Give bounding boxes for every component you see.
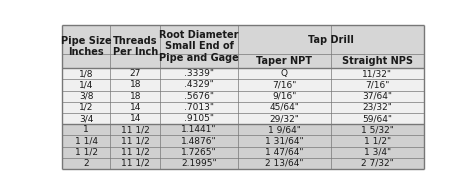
Text: .4329": .4329"	[184, 80, 214, 89]
Bar	[62, 68, 424, 79]
Text: 18: 18	[129, 80, 141, 89]
Text: 1.7265": 1.7265"	[181, 148, 217, 157]
Text: 2: 2	[83, 159, 89, 168]
Text: 3/8: 3/8	[79, 92, 93, 101]
Text: 3/4: 3/4	[79, 114, 93, 123]
Bar	[62, 147, 424, 158]
Text: 2.1995": 2.1995"	[181, 159, 217, 168]
Text: Taper NPT: Taper NPT	[256, 56, 312, 66]
Text: 2 13/64": 2 13/64"	[265, 159, 303, 168]
Text: 29/32": 29/32"	[269, 114, 299, 123]
Text: 11 1/2: 11 1/2	[121, 148, 150, 157]
Text: 11 1/2: 11 1/2	[121, 137, 150, 146]
Text: 27: 27	[129, 69, 141, 78]
Text: 1 1/2: 1 1/2	[75, 148, 98, 157]
Text: Root Diameter
Small End of
Pipe and Gage: Root Diameter Small End of Pipe and Gage	[159, 30, 239, 63]
Text: 1/2: 1/2	[79, 103, 93, 112]
Text: Pipe Size
Inches: Pipe Size Inches	[61, 36, 111, 57]
Text: 37/64": 37/64"	[362, 92, 392, 101]
Text: Straight NPS: Straight NPS	[342, 56, 413, 66]
Text: Tap Drill: Tap Drill	[308, 35, 354, 45]
Text: Q: Q	[281, 69, 288, 78]
Text: 1/4: 1/4	[79, 80, 93, 89]
Text: 1 31/64": 1 31/64"	[265, 137, 304, 146]
Bar	[62, 158, 424, 169]
Text: 2 7/32": 2 7/32"	[361, 159, 393, 168]
Text: 1 1/4: 1 1/4	[75, 137, 98, 146]
Text: .7013": .7013"	[184, 103, 214, 112]
Bar	[62, 91, 424, 102]
Text: 14: 14	[129, 103, 141, 112]
Text: 11 1/2: 11 1/2	[121, 125, 150, 134]
Text: 1 1/2": 1 1/2"	[364, 137, 391, 146]
Text: 1/8: 1/8	[79, 69, 93, 78]
Text: 23/32": 23/32"	[362, 103, 392, 112]
Bar	[62, 25, 424, 68]
Text: 18: 18	[129, 92, 141, 101]
Bar	[62, 113, 424, 124]
Text: 1: 1	[83, 125, 89, 134]
Text: 9/16": 9/16"	[272, 92, 297, 101]
Text: 11 1/2: 11 1/2	[121, 159, 150, 168]
Bar	[62, 79, 424, 91]
Text: 59/64": 59/64"	[362, 114, 392, 123]
Text: 1.4876": 1.4876"	[181, 137, 217, 146]
Text: 1.1441": 1.1441"	[181, 125, 217, 134]
Text: .9105": .9105"	[184, 114, 214, 123]
Text: 11/32": 11/32"	[362, 69, 392, 78]
Text: 1 47/64": 1 47/64"	[265, 148, 303, 157]
Text: 1 5/32": 1 5/32"	[361, 125, 393, 134]
Text: .3339": .3339"	[184, 69, 214, 78]
Text: 1 3/4": 1 3/4"	[364, 148, 391, 157]
Text: 45/64": 45/64"	[269, 103, 299, 112]
Text: 1 9/64": 1 9/64"	[268, 125, 301, 134]
Bar	[62, 124, 424, 135]
Bar	[62, 102, 424, 113]
Text: Threads
Per Inch: Threads Per Inch	[113, 36, 158, 57]
Text: 7/16": 7/16"	[365, 80, 390, 89]
Bar	[62, 135, 424, 147]
Text: 7/16": 7/16"	[272, 80, 297, 89]
Text: 14: 14	[129, 114, 141, 123]
Text: .5676": .5676"	[184, 92, 214, 101]
